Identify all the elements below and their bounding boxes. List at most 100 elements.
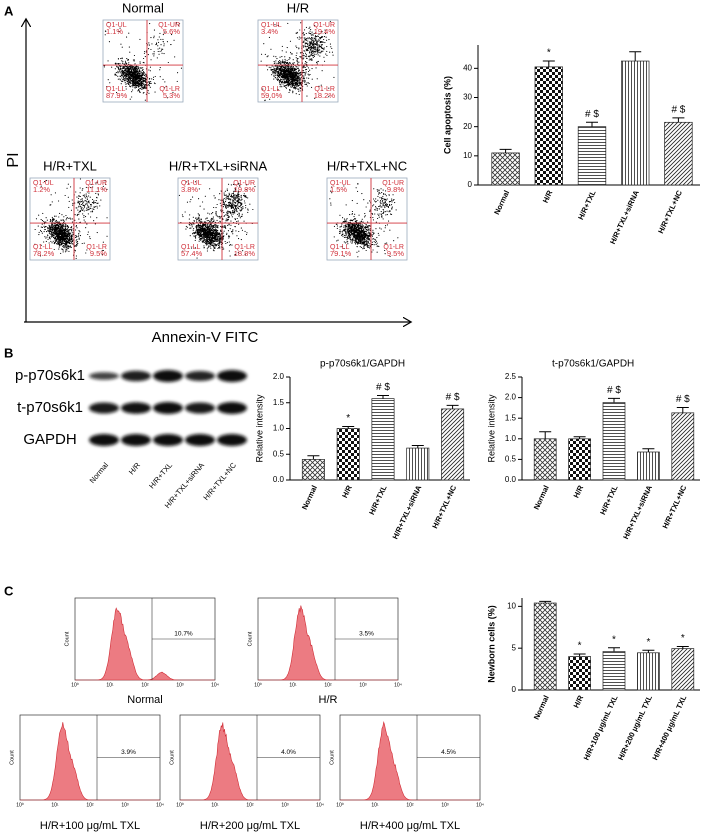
- bar: [491, 152, 520, 186]
- plot-title: H/R+TXL+NC: [327, 158, 407, 173]
- blot-band: [89, 434, 119, 446]
- y-axis-label: Newborn cells (%): [486, 605, 496, 683]
- y-tick-label: 40: [463, 63, 472, 72]
- quadrant-value: 78.2%: [33, 249, 55, 258]
- error-bar: [377, 395, 389, 399]
- blot-band: [217, 402, 247, 414]
- blot-band: [153, 402, 183, 414]
- histogram-area: [340, 720, 480, 801]
- x-tick-label: H/R+TXL+NC: [661, 483, 689, 530]
- histogram-tick-label: 10¹: [106, 682, 114, 688]
- histogram-tick-label: 10⁰: [71, 682, 79, 688]
- quadrant-value: 1.1%: [106, 27, 123, 36]
- histogram-tick-label: 10²: [86, 802, 94, 808]
- quadrant-name: Q1-UR: [233, 180, 255, 187]
- histogram-tick-label: 10⁰: [336, 802, 344, 808]
- blot-row-label: t-p70s6k1: [17, 399, 83, 416]
- histogram-area: [180, 722, 320, 801]
- y-axis-label: Cell apoptosis (%): [442, 76, 452, 154]
- x-tick-label: H/R: [572, 483, 586, 499]
- error-bar: [573, 653, 586, 657]
- histogram-tick-label: 10³: [441, 802, 449, 808]
- error-bar: [676, 406, 689, 413]
- error-bar: [642, 649, 655, 653]
- error-bar: [672, 117, 685, 123]
- blot-band: [217, 370, 247, 382]
- x-tick-label: H/R+TXL: [576, 189, 598, 222]
- y-tick-label: 30: [463, 93, 472, 102]
- blot-band: [121, 370, 151, 382]
- histogram-axis-label: Count: [9, 750, 15, 765]
- histogram-title: Normal: [127, 694, 162, 706]
- histogram-axis-label: Count: [329, 750, 335, 765]
- x-tick-label: Normal: [532, 694, 551, 721]
- quadrant-name: Q1-LR: [86, 244, 107, 251]
- chart-title: p-p70s6k1/GAPDH: [320, 359, 405, 370]
- bar: [533, 602, 557, 691]
- quadrant-name: Q1-UL: [181, 180, 202, 187]
- panel-label: B: [4, 345, 13, 360]
- significance-mark: *: [346, 413, 350, 424]
- histogram-area: [75, 607, 215, 681]
- histogram-tick-label: 10³: [121, 802, 129, 808]
- histogram-tick-label: 10⁴: [211, 682, 219, 688]
- quadrant-name: Q1-LL: [330, 244, 350, 251]
- histogram-tick-label: 10²: [246, 802, 254, 808]
- histogram-tick-label: 10⁴: [316, 802, 324, 808]
- quadrant-value: 9.5%: [90, 249, 107, 258]
- quadrant-name: Q1-UL: [261, 22, 282, 29]
- error-bar: [411, 444, 424, 449]
- plot-title: H/R+TXL+siRNA: [169, 158, 268, 173]
- histogram-axis-label: Count: [64, 631, 70, 646]
- histogram-tick-label: 10¹: [289, 682, 297, 688]
- error-bar: [342, 425, 355, 429]
- lane-label: H/R: [127, 460, 143, 476]
- y-tick-label: 2.0: [505, 393, 517, 402]
- x-tick-label: H/R: [572, 693, 586, 709]
- histogram-tick-label: 10⁰: [254, 682, 262, 688]
- x-tick-label: H/R: [340, 483, 354, 499]
- gate-value: 10.7%: [174, 631, 193, 638]
- gate-value: 3.9%: [121, 749, 136, 756]
- y-tick-label: 1.5: [505, 413, 517, 422]
- quadrant-name: Q1-UR: [158, 22, 180, 29]
- error-bar: [608, 397, 620, 403]
- x-tick-label: H/R+TXL+siRNA: [608, 188, 641, 245]
- quadrant-value: 9.8%: [387, 185, 404, 194]
- error-bar: [499, 148, 512, 153]
- error-bar: [608, 647, 620, 652]
- quadrant-value: 57.4%: [181, 249, 203, 258]
- x-tick-label: Normal: [300, 484, 319, 511]
- histogram-tick-label: 10¹: [51, 802, 59, 808]
- significance-mark: # $: [376, 382, 390, 393]
- histogram-tick-label: 10¹: [371, 802, 379, 808]
- bar: [671, 412, 695, 481]
- y-tick-label: 20: [463, 122, 472, 131]
- histogram-tick-label: 10²: [406, 802, 414, 808]
- panel-label: A: [4, 3, 14, 18]
- x-tick-label: H/R+TXL+siRNA: [391, 483, 424, 540]
- significance-mark: # $: [585, 109, 599, 120]
- blot-band: [185, 402, 215, 414]
- plot-title: H/R+TXL: [43, 158, 97, 173]
- y-tick-label: 0.5: [273, 449, 285, 458]
- error-bar: [542, 60, 555, 67]
- x-tick-label: H/R+TXL: [367, 484, 389, 517]
- quadrant-value: 3.4%: [261, 27, 278, 36]
- histogram-tick-label: 10³: [176, 682, 184, 688]
- blot-band: [121, 434, 151, 446]
- quadrant-value: 9.5%: [387, 249, 404, 258]
- significance-mark: # $: [676, 394, 690, 405]
- quadrant-name: Q1-LL: [181, 244, 201, 251]
- blot-band: [121, 402, 151, 414]
- error-bar: [573, 436, 586, 439]
- x-tick-label: H/R+TXL: [598, 484, 620, 517]
- axis-label: Annexin-V FITC: [152, 329, 259, 346]
- quadrant-value: 18.2%: [314, 91, 336, 100]
- plot-title: H/R: [287, 0, 309, 15]
- quadrant-value: 11.1%: [86, 185, 107, 194]
- quadrant-name: Q1-LL: [261, 86, 281, 93]
- bar: [371, 398, 395, 481]
